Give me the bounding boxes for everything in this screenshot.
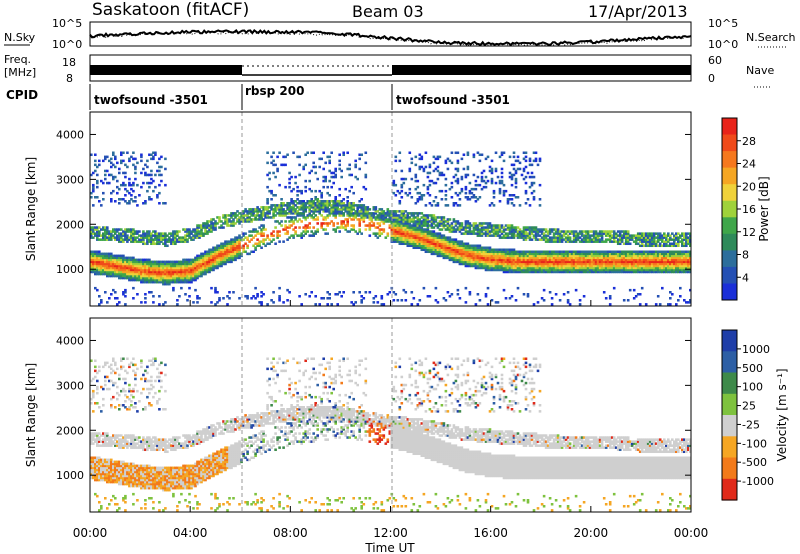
velocity-ytick: 2000 bbox=[56, 424, 84, 437]
power-cbar-label: Power [dB] bbox=[757, 176, 771, 241]
power-cbar-swatch bbox=[722, 283, 737, 301]
freq-label: Freq. bbox=[4, 53, 31, 66]
velocity-cbar-tick: 1000 bbox=[742, 343, 770, 356]
nave-label: Nave bbox=[746, 64, 774, 77]
velocity-cbar-swatch bbox=[722, 436, 737, 459]
power-ytick: 3000 bbox=[56, 173, 84, 186]
velocity-cbar-swatch bbox=[722, 393, 737, 416]
freq-bar-1 bbox=[90, 65, 242, 75]
velocity-cbar-swatch bbox=[722, 478, 737, 501]
beam-title: Beam 03 bbox=[352, 2, 424, 21]
velocity-cbar-tick: -100 bbox=[742, 437, 767, 450]
velocity-panel: 1000 2000 3000 4000 Slant Range [km] 1000 50… bbox=[24, 300, 789, 554]
x-axis-label: Time UT bbox=[364, 541, 415, 554]
velocity-cbar-tick: 100 bbox=[742, 381, 763, 394]
date-title: 17/Apr/2013 bbox=[588, 2, 688, 21]
velocity-cbar-label: Velocity [m s⁻¹] bbox=[775, 368, 789, 461]
x-tick-label: 12:00 bbox=[373, 526, 408, 540]
nsearch-trace bbox=[89, 30, 692, 46]
freq-tick-top: 18 bbox=[62, 56, 76, 69]
velocity-ytick: 4000 bbox=[56, 334, 84, 347]
power-cbar-tick: 8 bbox=[742, 249, 749, 262]
nave-tick-bottom: 0 bbox=[708, 72, 715, 85]
cpid-label: CPID bbox=[6, 88, 38, 102]
velocity-cbar-tick: -1000 bbox=[742, 475, 774, 488]
power-cbar-swatch bbox=[722, 151, 737, 169]
power-cbar-tick: 24 bbox=[742, 158, 756, 171]
nave-tick-top: 60 bbox=[708, 54, 722, 67]
velocity-cbar-swatch bbox=[722, 415, 737, 437]
nsky-label: N.Sky bbox=[4, 31, 36, 44]
cpid-segment-2: rbsp 200 bbox=[245, 84, 304, 98]
nsearch-tick-top: 10^5 bbox=[708, 17, 738, 30]
power-cbar-tick: 4 bbox=[742, 271, 749, 284]
x-tick-label: 08:00 bbox=[273, 526, 308, 540]
power-cbar-swatch bbox=[722, 167, 737, 185]
velocity-cbar-tick: 500 bbox=[742, 362, 763, 375]
velocity-colorbar: 1000 500 100 25 -25 -100 -500 -1000 bbox=[721, 329, 774, 501]
nsky-panel: N.Sky 10^5 10^0 10^5 10^0 N.Search bbox=[4, 17, 796, 51]
freq-bar-3 bbox=[392, 65, 691, 75]
power-data bbox=[90, 151, 691, 306]
nsky-tick-bottom: 10^0 bbox=[52, 38, 82, 51]
power-cbar-swatch bbox=[722, 184, 737, 202]
x-tick-label: 00:00 bbox=[73, 526, 108, 540]
x-tick-label: 16:00 bbox=[473, 526, 508, 540]
x-tick-label: 00:00 bbox=[674, 526, 709, 540]
power-cbar-swatch bbox=[722, 118, 737, 135]
power-cbar-tick: 12 bbox=[742, 226, 756, 239]
velocity-cbar-tick: -25 bbox=[742, 418, 760, 431]
velocity-cbar-swatch bbox=[722, 457, 737, 480]
freq-panel: Freq. [MHz] 18 8 60 0 Nave bbox=[4, 53, 774, 88]
velocity-cbar-tick: -500 bbox=[742, 456, 767, 469]
power-cbar-tick: 28 bbox=[742, 135, 756, 148]
velocity-cbar-swatch bbox=[722, 351, 737, 374]
power-ytick: 4000 bbox=[56, 128, 84, 141]
power-ytick: 1000 bbox=[56, 263, 84, 276]
power-cbar-swatch bbox=[722, 250, 737, 268]
velocity-cbar-swatch bbox=[722, 372, 737, 395]
cpid-row: CPID twofsound -3501 rbsp 200 twofsound … bbox=[6, 84, 510, 110]
power-cbar-swatch bbox=[722, 200, 737, 218]
velocity-data bbox=[90, 357, 691, 512]
velocity-ytick: 1000 bbox=[56, 469, 84, 482]
cpid-segment-1: twofsound -3501 bbox=[94, 93, 208, 107]
power-panel: 1000 2000 3000 4000 Slant Range [km] 28 24 20… bbox=[24, 111, 771, 307]
power-cbar-swatch bbox=[722, 266, 737, 284]
nsky-trace bbox=[89, 28, 692, 47]
power-colorbar: 28 24 20 16 12 8 4 bbox=[721, 117, 756, 301]
x-tick-label: 20:00 bbox=[574, 526, 609, 540]
power-cbar-tick: 16 bbox=[742, 203, 756, 216]
power-ylabel: Slant Range [km] bbox=[24, 157, 38, 261]
freq-tick-bottom: 8 bbox=[66, 72, 73, 85]
nsearch-tick-bottom: 10^0 bbox=[708, 38, 738, 51]
power-cbar-swatch bbox=[722, 134, 737, 152]
velocity-cbar-tick: 25 bbox=[742, 400, 756, 413]
power-cbar-swatch bbox=[722, 217, 737, 235]
x-tick-label: 04:00 bbox=[173, 526, 208, 540]
nsearch-label: N.Search bbox=[746, 31, 796, 44]
freq-unit: [MHz] bbox=[4, 66, 36, 79]
velocity-cbar-swatch bbox=[722, 330, 737, 352]
power-ytick: 2000 bbox=[56, 218, 84, 231]
power-cbar-swatch bbox=[722, 233, 737, 251]
nsky-tick-top: 10^5 bbox=[52, 17, 82, 30]
velocity-ytick: 3000 bbox=[56, 379, 84, 392]
cpid-segment-3: twofsound -3501 bbox=[396, 93, 510, 107]
velocity-ylabel: Slant Range [km] bbox=[24, 363, 38, 467]
power-cbar-tick: 20 bbox=[742, 180, 756, 193]
station-title: Saskatoon (fitACF) bbox=[92, 0, 249, 20]
